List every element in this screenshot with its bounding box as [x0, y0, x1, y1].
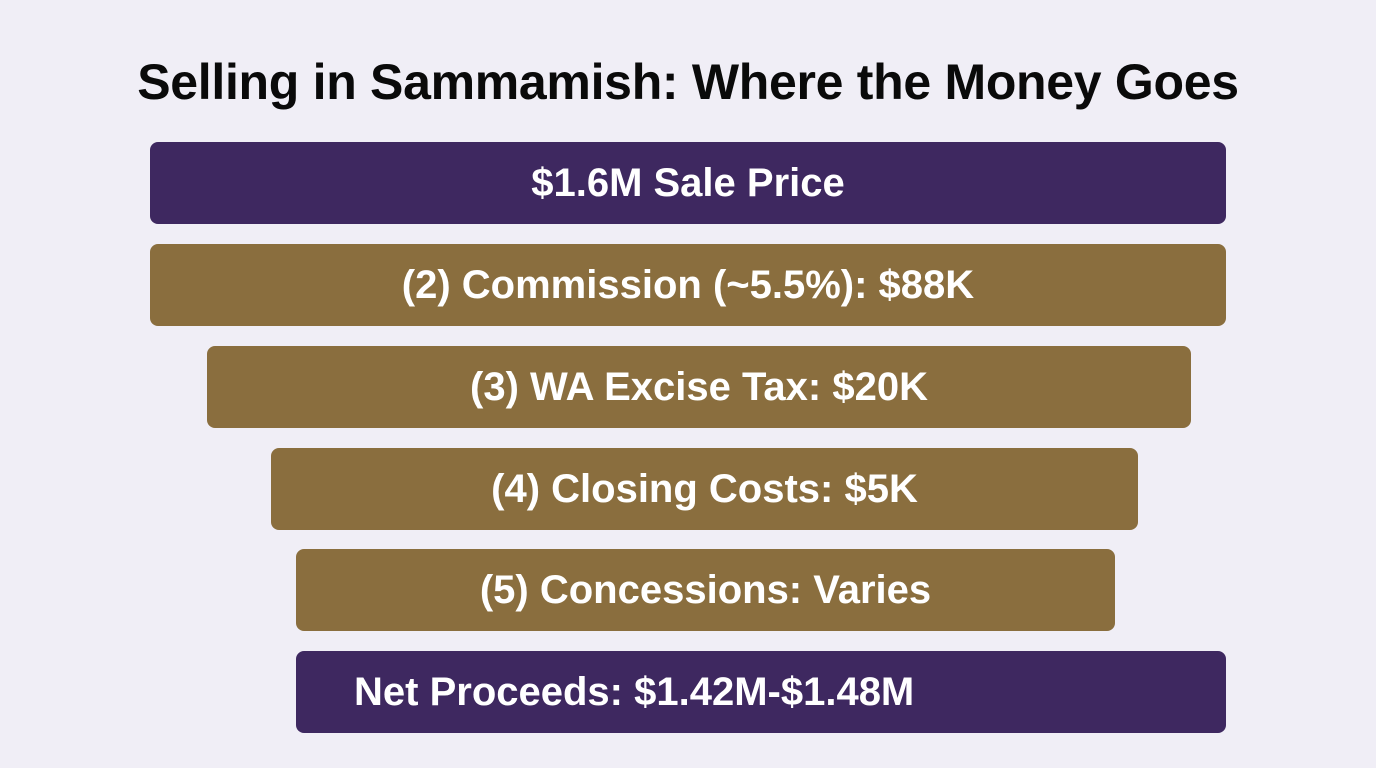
funnel-step-label: (3) WA Excise Tax: $20K [470, 365, 928, 409]
funnel-step-sale-price: $1.6M Sale Price [150, 142, 1226, 224]
funnel-step-label: (4) Closing Costs: $5K [491, 467, 918, 511]
funnel-step-label: (5) Concessions: Varies [479, 568, 932, 612]
funnel-step-commission: (2) Commission (~5.5%): $88K [150, 244, 1226, 326]
funnel-step-concessions: (5) Concessions: Varies [296, 549, 1115, 631]
funnel-step-excise-tax: (3) WA Excise Tax: $20K [207, 346, 1191, 428]
funnel-step-net-proceeds: Net Proceeds: $1.42M-$1.48M [296, 651, 1226, 733]
funnel-step-closing-costs: (4) Closing Costs: $5K [271, 448, 1138, 530]
page-title: Selling in Sammamish: Where the Money Go… [137, 54, 1239, 110]
funnel-step-label: (2) Commission (~5.5%): $88K [401, 263, 975, 307]
funnel-step-label: $1.6M Sale Price [531, 161, 845, 205]
funnel-step-label: Net Proceeds: $1.42M-$1.48M [354, 670, 915, 714]
